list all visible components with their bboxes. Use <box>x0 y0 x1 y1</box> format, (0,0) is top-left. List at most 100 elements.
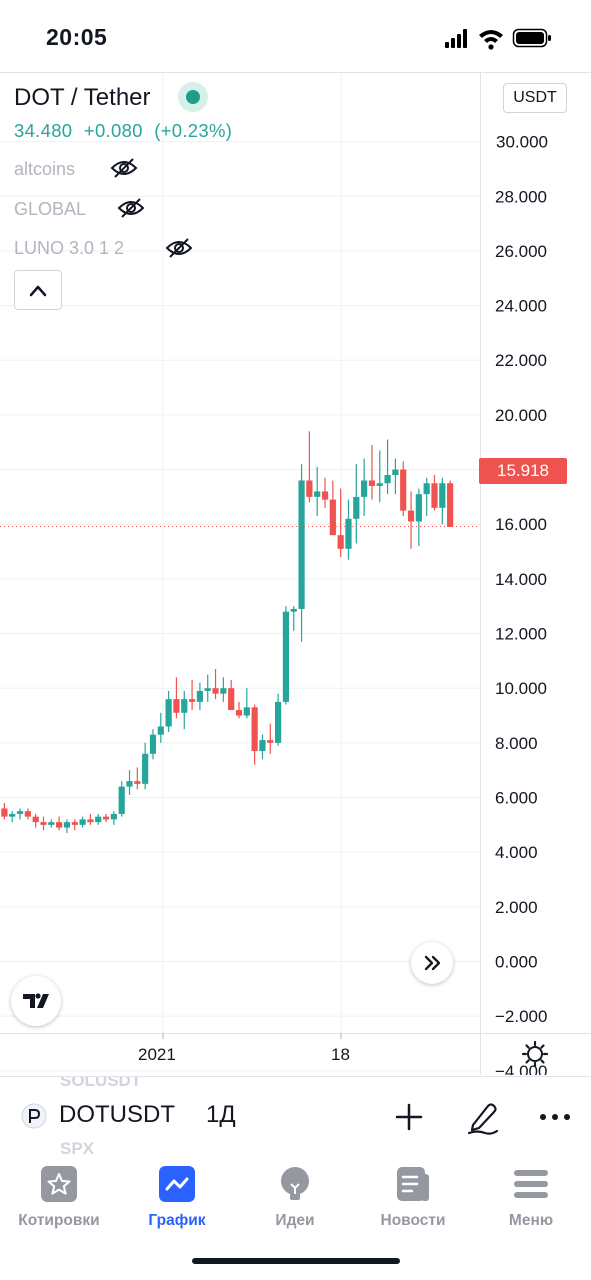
candle-body <box>110 813 117 820</box>
status-bar: 20:05 <box>0 0 591 72</box>
indicator-luno[interactable]: LUNO 3.0 1 2 <box>14 238 125 258</box>
chart-icon <box>159 1166 195 1202</box>
candle-body <box>267 740 274 743</box>
interval-selector[interactable]: 1Д <box>206 1101 236 1128</box>
candle-body <box>306 480 313 497</box>
candle-body <box>228 688 235 711</box>
candle-body <box>16 811 24 814</box>
candle-body <box>314 491 321 497</box>
menu-icon <box>514 1170 548 1198</box>
eye-off-icon[interactable] <box>110 157 138 179</box>
candle-body <box>298 480 305 609</box>
lightbulb-icon <box>281 1167 309 1200</box>
price-change-line: 34.480 +0.080 (+0.23%) <box>14 120 238 142</box>
candle-body <box>400 469 407 511</box>
candle-body <box>235 710 243 716</box>
tab-menu[interactable]: Меню <box>472 1164 590 1244</box>
price-axis-tick: 12.000 <box>495 625 547 644</box>
eye-off-icon[interactable] <box>117 197 145 219</box>
status-icons <box>445 28 551 50</box>
current-price-label: 15.918 <box>479 458 567 484</box>
home-indicator <box>192 1258 400 1264</box>
settings-gear-icon[interactable] <box>521 1040 549 1068</box>
last-price: 34.480 <box>14 120 73 141</box>
candle-body <box>9 813 16 817</box>
price-change-pct: (+0.23%) <box>154 120 233 141</box>
candle-body <box>368 480 376 486</box>
symbol-carousel-next[interactable]: SPX <box>60 1139 95 1158</box>
candle-body <box>384 475 391 484</box>
news-icon <box>397 1167 429 1201</box>
time-axis-label: 2021 <box>138 1045 176 1064</box>
time-axis-label: 18 <box>331 1045 350 1064</box>
candle-body <box>40 822 47 825</box>
price-axis-tick: 14.000 <box>495 570 547 589</box>
price-change: +0.080 <box>83 120 143 141</box>
candle-body <box>134 781 141 784</box>
candle-body <box>337 535 344 549</box>
candle-body <box>243 707 250 716</box>
candle-body <box>79 819 86 825</box>
tab-chart[interactable]: График <box>118 1164 236 1244</box>
currency-badge[interactable]: USDT <box>503 83 567 113</box>
price-axis-tick: 20.000 <box>495 406 547 425</box>
drawing-pen-icon[interactable] <box>463 1097 503 1137</box>
candle-body <box>165 699 172 727</box>
price-axis-tick: 28.000 <box>495 187 547 206</box>
candle-body <box>32 816 39 823</box>
candle-body <box>353 496 360 519</box>
add-icon[interactable] <box>389 1097 429 1137</box>
tab-label: Меню <box>508 1212 554 1229</box>
eye-off-icon[interactable] <box>165 237 193 259</box>
star-icon <box>41 1166 77 1202</box>
candle-body <box>71 822 78 825</box>
candle-body <box>24 811 31 817</box>
price-axis-tick: 16.000 <box>495 515 547 534</box>
tab-label: График <box>148 1212 206 1229</box>
indicator-global[interactable]: GLOBAL <box>14 199 87 219</box>
price-axis-tick: 10.000 <box>495 679 547 698</box>
signal-icon <box>445 29 467 48</box>
candle-body <box>181 699 188 713</box>
tab-quotes[interactable]: Котировки <box>0 1164 118 1244</box>
candle-body <box>87 819 94 823</box>
collapse-legend-button[interactable] <box>14 270 62 310</box>
price-axis-tick: 26.000 <box>495 242 547 261</box>
candle-body <box>48 822 55 825</box>
status-time: 20:05 <box>46 24 108 50</box>
candle-body <box>345 518 352 549</box>
scroll-to-realtime-button[interactable] <box>411 942 453 984</box>
candle-body <box>95 816 102 823</box>
tradingview-logo[interactable] <box>11 976 61 1026</box>
candle-body <box>204 688 211 691</box>
candle-body <box>212 688 219 694</box>
symbol-name[interactable]: DOTUSDT <box>59 1101 175 1128</box>
price-chart[interactable]: 30.00028.00026.00024.00022.00020.00018.0… <box>0 72 591 1075</box>
candle-body <box>157 726 164 735</box>
candle-body <box>392 469 399 476</box>
indicator-altcoins[interactable]: altcoins <box>14 159 76 179</box>
symbol-carousel-prev[interactable]: SOLUSDT <box>60 1076 142 1090</box>
candle-body <box>329 499 336 536</box>
candle-body <box>173 699 180 713</box>
double-chevron-right-icon <box>424 955 441 971</box>
price-axis-tick: 30.000 <box>496 133 548 152</box>
tv-logo-icon <box>23 993 49 1008</box>
price-axis-tick: 8.000 <box>495 734 538 753</box>
more-options-icon[interactable] <box>535 1097 575 1137</box>
pair-title[interactable]: DOT / Tether <box>14 84 151 111</box>
candle-body <box>415 494 422 522</box>
market-status-dot <box>178 82 208 112</box>
price-axis-tick: 2.000 <box>495 898 538 917</box>
candle-body <box>407 510 415 522</box>
tab-label: Новости <box>380 1212 446 1229</box>
tab-ideas[interactable]: Идеи <box>236 1164 354 1244</box>
candle-body <box>1 808 8 817</box>
candle-body <box>439 483 446 508</box>
chevron-up-icon <box>29 285 47 297</box>
chart-area[interactable]: 30.00028.00026.00024.00022.00020.00018.0… <box>0 72 591 1075</box>
tab-news[interactable]: Новости <box>354 1164 472 1244</box>
candle-body <box>102 816 110 820</box>
price-axis-tick: 22.000 <box>495 351 547 370</box>
candle-body <box>290 608 297 612</box>
